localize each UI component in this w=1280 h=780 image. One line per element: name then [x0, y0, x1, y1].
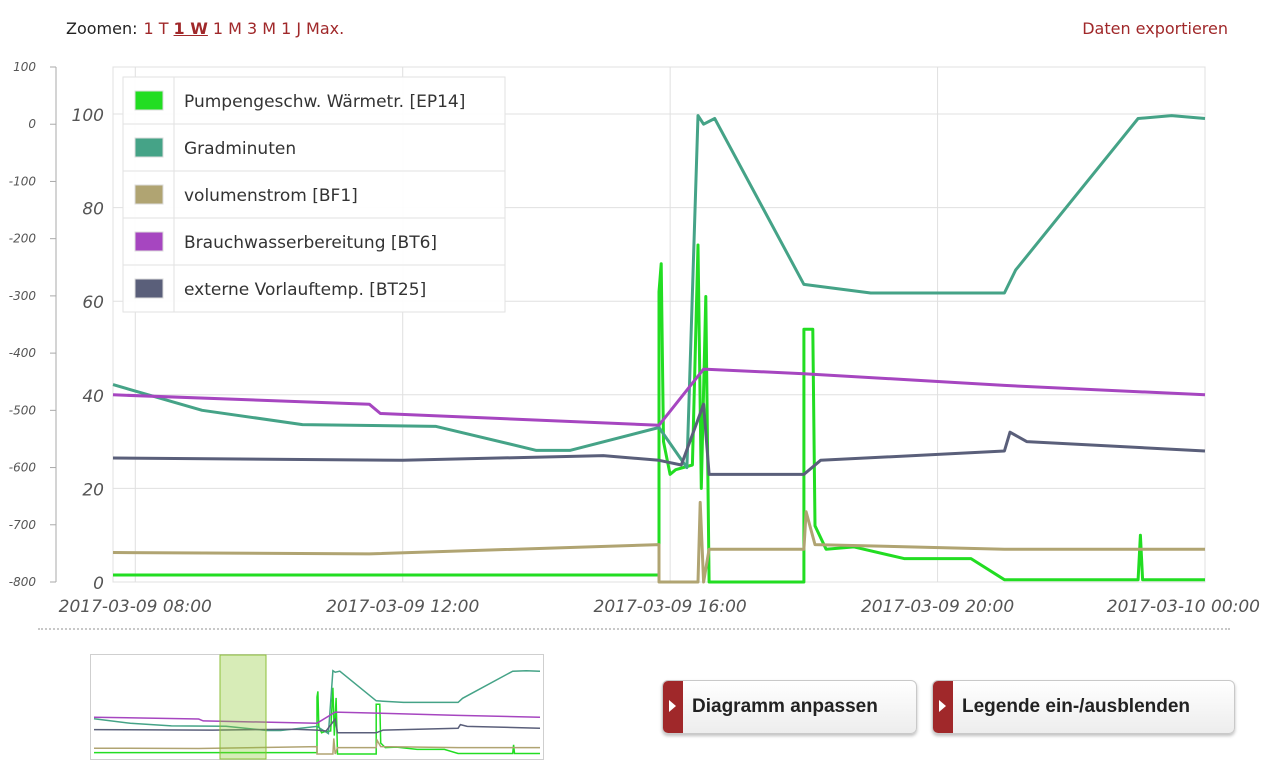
y-right-tick-label: 60 [82, 293, 104, 313]
adjust-chart-label: Diagramm anpassen [692, 696, 878, 717]
y-left-tick-label: -700 [9, 518, 37, 532]
y-left-tick-label: -600 [9, 461, 37, 475]
x-tick-label: 2017-03-10 00:00 [1107, 597, 1260, 617]
adjust-chart-button[interactable]: Diagramm anpassen [662, 680, 917, 734]
legend: Pumpengeschw. Wärmetr. [EP14] Gradminuten… [122, 76, 506, 313]
legend-swatch [134, 278, 164, 299]
y-left-tick-label: -300 [9, 289, 37, 303]
series-line [112, 114, 1206, 470]
navigator-minimap[interactable] [90, 654, 544, 760]
legend-swatch [134, 90, 164, 111]
legend-label: Pumpengeschw. Wärmetr. [EP14] [184, 92, 465, 112]
x-tick-label: 2017-03-09 20:00 [861, 597, 1014, 617]
legend-swatch [134, 184, 164, 205]
x-tick-label: 2017-03-09 16:00 [594, 597, 747, 617]
y-right-tick-label: 80 [82, 200, 104, 220]
zoom-option-1-w[interactable]: 1 W [173, 19, 208, 38]
y-right-tick-label: 20 [82, 480, 104, 500]
navigator-series-line [93, 737, 540, 755]
navigator-selection-handle [219, 654, 267, 760]
series-line [112, 402, 1206, 476]
zoom-option-1-m[interactable]: 1 M [212, 19, 242, 38]
zoom-label: Zoomen: [66, 19, 138, 38]
y-right-tick-label: 0 [93, 574, 104, 594]
navigator-series-line [94, 687, 540, 755]
y-right-tick-label: 40 [82, 387, 104, 407]
legend-swatch [134, 231, 164, 252]
button-arrow-icon [663, 681, 683, 733]
legend-label: externe Vorlauftemp. [BT25] [184, 280, 426, 300]
zoom-option-max[interactable]: Max. [306, 19, 345, 38]
legend-swatch [134, 137, 164, 158]
toggle-legend-label: Legende ein-/ausblenden [962, 696, 1191, 717]
zoom-option-1-j[interactable]: 1 J [281, 19, 302, 38]
zoom-option-3-m[interactable]: 3 M [246, 19, 277, 38]
axes: 100 80 60 40 20 0 2017-03-09 08:00 2017-03-09 1… [9, 60, 1260, 617]
separator [38, 628, 1230, 630]
legend-label: Gradminuten [184, 139, 296, 159]
main-chart: 100 80 60 40 20 0 2017-03-09 08:00 2017-03-09 1… [9, 60, 1260, 617]
y-left-tick-label: -100 [9, 174, 37, 188]
zoom-option-1-t[interactable]: 1 T [143, 19, 169, 38]
button-arrow-icon [933, 681, 953, 733]
y-left-tick-label: -500 [9, 403, 37, 417]
x-tick-label: 2017-03-09 08:00 [59, 597, 212, 617]
legend-box [122, 76, 506, 313]
series-line [112, 367, 1206, 427]
y-left-tick-label: -200 [9, 232, 37, 246]
x-tick-label: 2017-03-09 12:00 [326, 597, 479, 617]
navigator-series-line [93, 669, 541, 735]
toggle-legend-button[interactable]: Legende ein-/ausblenden [932, 680, 1235, 734]
y-left-tick-label: 0 [28, 117, 36, 131]
navigator-series-line [93, 717, 541, 734]
legend-label: volumenstrom [BF1] [184, 186, 358, 206]
y-left-tick-label: 100 [13, 60, 36, 74]
y-left-tick-label: -400 [9, 346, 37, 360]
export-data-link[interactable]: Daten exportieren [1082, 19, 1228, 38]
y-right-tick-label: 100 [72, 106, 104, 126]
legend-label: Brauchwasserbereitung [BT6] [184, 233, 437, 253]
y-left-tick-label: -800 [9, 575, 37, 589]
series-line [113, 243, 1205, 584]
series-line [112, 500, 1205, 584]
navigator-series-line [93, 711, 541, 724]
series-layer [112, 114, 1206, 584]
